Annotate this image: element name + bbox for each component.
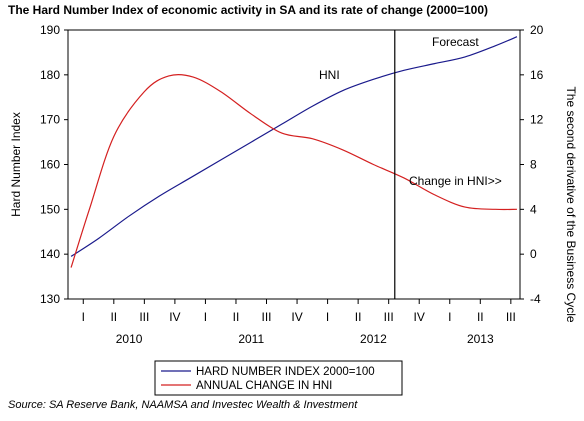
legend-box: [154, 360, 403, 396]
left-tick-label: 140: [40, 247, 60, 261]
change-annotation: Change in HNI>>: [409, 174, 502, 188]
hni-series-line: [70, 36, 518, 257]
quarter-label: III: [384, 310, 394, 324]
quarter-label: IV: [169, 310, 180, 324]
chart-title: The Hard Number Index of economic activi…: [8, 3, 489, 17]
quarter-label: III: [506, 310, 516, 324]
left-tick-label: 170: [40, 113, 60, 127]
left-tick-label: 160: [40, 158, 60, 172]
quarter-label: I: [82, 310, 85, 324]
quarter-label: II: [477, 310, 484, 324]
left-tick-label: 180: [40, 68, 60, 82]
axes-layer: 130 140 150 160 170 180 190 -4 0 4 8 12 16 20 Hard Num…: [9, 23, 578, 346]
right-tick-label: 16: [530, 68, 544, 82]
quarter-label: II: [355, 310, 362, 324]
quarter-label: IV: [414, 310, 425, 324]
legend-label: HARD NUMBER INDEX 2000=100: [196, 366, 375, 378]
year-label: 2011: [238, 332, 264, 346]
left-axis-title: Hard Number Index: [9, 112, 23, 217]
right-tick-label: -4: [530, 292, 541, 306]
source-note: Source: SA Reserve Bank, NAAMSA and Inve…: [8, 399, 358, 411]
year-label: 2010: [116, 332, 143, 346]
right-tick-label: 20: [530, 23, 544, 37]
forecast-label: Forecast: [432, 35, 479, 49]
annual-change-series-line: [70, 73, 517, 268]
left-tick-label: 150: [40, 202, 60, 216]
plot-frame: [67, 29, 521, 300]
quarter-label: I: [326, 310, 329, 324]
right-tick-label: 0: [530, 247, 537, 261]
quarter-label: IV: [291, 310, 302, 324]
year-label: 2013: [467, 332, 494, 346]
right-tick-label: 8: [530, 158, 537, 172]
legend-label: ANNUAL CHANGE IN HNI: [196, 380, 332, 392]
left-tick-label: 130: [40, 292, 60, 306]
quarter-label: II: [110, 310, 117, 324]
quarter-label: I: [204, 310, 207, 324]
quarter-label: III: [139, 310, 149, 324]
quarter-label: III: [262, 310, 272, 324]
legend: HARD NUMBER INDEX 2000=100 ANNUAL CHANGE …: [154, 360, 403, 396]
right-axis-title: The second derivative of the Business Cy…: [564, 86, 578, 322]
quarter-label: I: [448, 310, 451, 324]
quarter-label: II: [233, 310, 240, 324]
series-layer: [70, 36, 518, 268]
hni-annotation: HNI: [319, 68, 340, 82]
right-tick-label: 12: [530, 113, 544, 127]
year-label: 2012: [360, 332, 387, 346]
left-tick-label: 190: [40, 23, 60, 37]
right-tick-label: 4: [530, 202, 537, 216]
annotation-layer: Forecast HNI Change in HNI>>: [319, 30, 502, 299]
